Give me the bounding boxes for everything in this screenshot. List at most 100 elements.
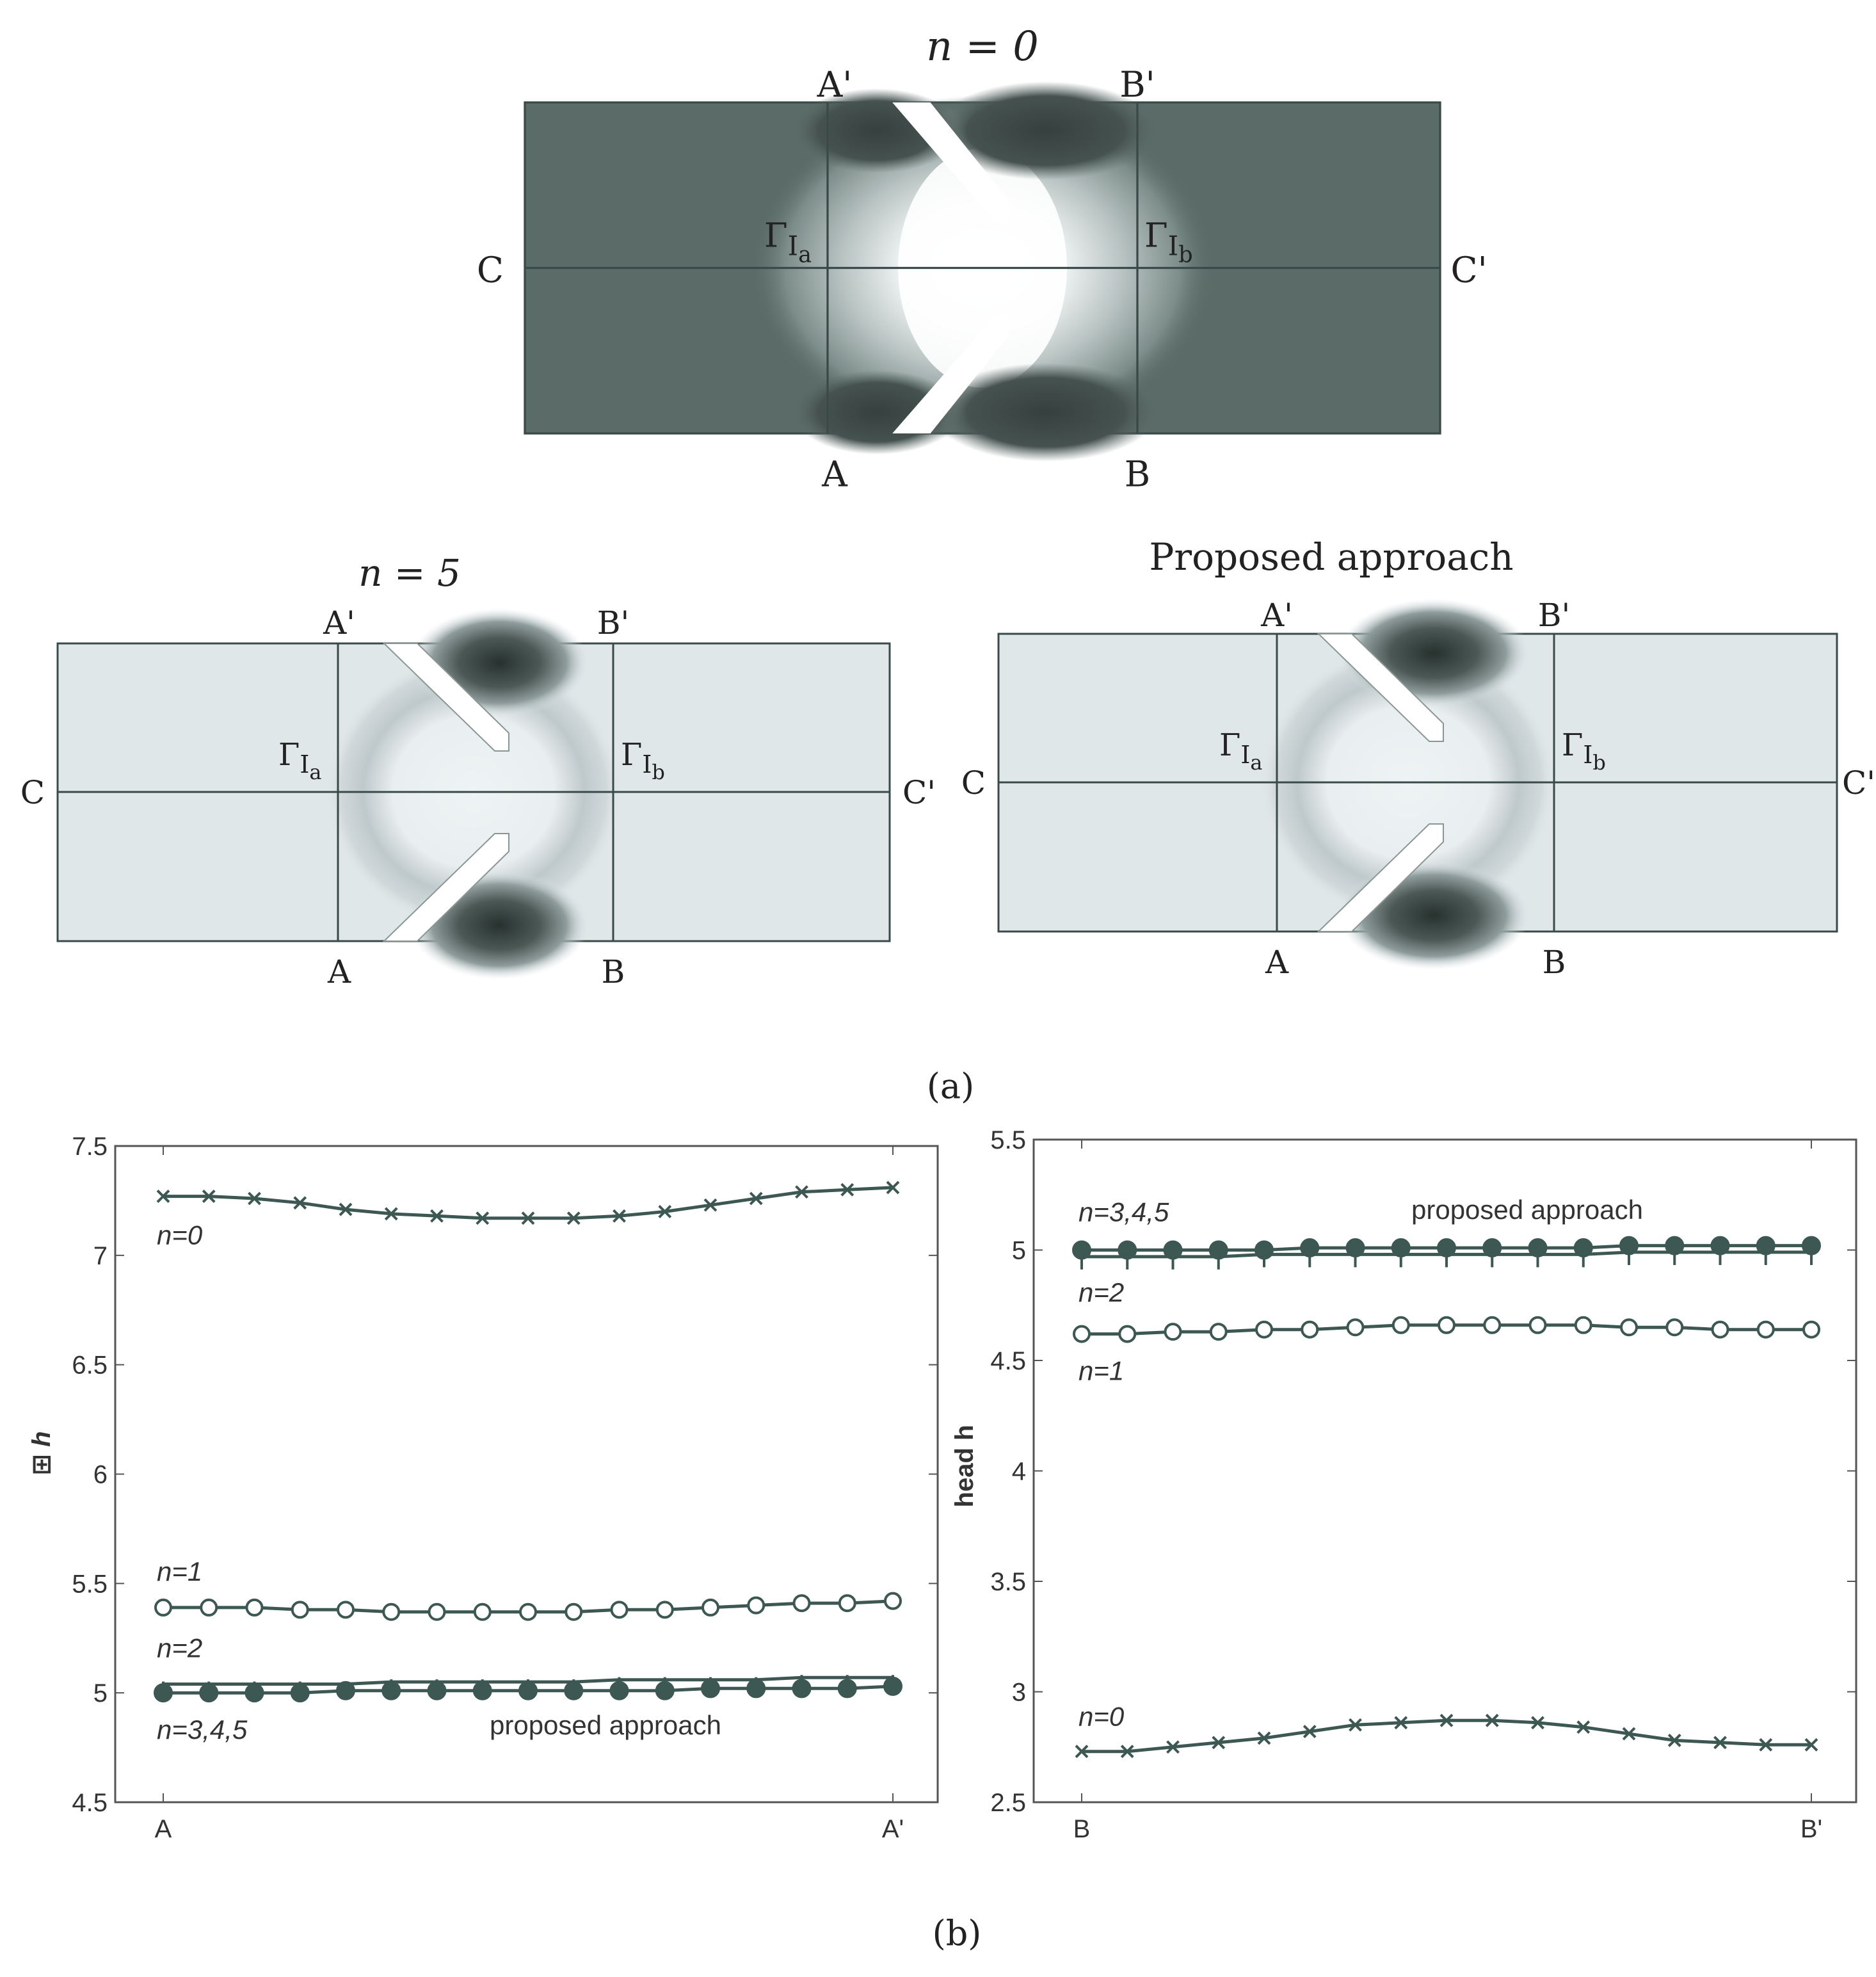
data-point (248, 1191, 261, 1206)
y-axis-label-text: h (28, 1431, 56, 1446)
gamma-a-sub: I (1240, 741, 1250, 769)
data-point (1257, 1731, 1271, 1745)
gamma-b-sub: I (642, 750, 652, 779)
series-annotation: n=3,4,5 (157, 1715, 248, 1745)
data-point (476, 1211, 490, 1225)
label-right: C' (1451, 250, 1487, 291)
contour-panel-n0: n = 0 A' B' A B C C' ΓIa ΓIb (477, 23, 1487, 495)
label-right: C' (1842, 764, 1875, 802)
data-point (1667, 1733, 1681, 1747)
data-point (245, 1683, 264, 1703)
y-tick-label: 6.5 (72, 1352, 108, 1380)
caption-b: (b) (933, 1913, 982, 1953)
data-point (1574, 1316, 1592, 1334)
gamma-a-sub: I (300, 750, 309, 779)
data-point (1711, 1320, 1729, 1339)
data-point (1303, 1725, 1317, 1739)
data-point (336, 1681, 355, 1700)
label-top-right: B' (597, 604, 630, 642)
contour-panel-n5: n = 5 A' B' A B C C' ΓIa ΓIb (20, 551, 936, 990)
gamma-a-symbol: Γ (278, 737, 300, 773)
x-tick-label: A (155, 1815, 172, 1843)
label-top-right: B' (1119, 64, 1155, 105)
data-point (1212, 1736, 1226, 1750)
gamma-b-label: ΓIb (1144, 216, 1193, 268)
data-point (521, 1211, 535, 1225)
data-point (291, 1601, 309, 1619)
caption-a: (a) (927, 1066, 974, 1106)
gamma-a-symbol: Γ (1219, 727, 1240, 763)
series-annotation: n=0 (1078, 1702, 1125, 1732)
data-point (746, 1679, 766, 1699)
series-annotation: n=1 (1078, 1356, 1124, 1386)
data-point (245, 1598, 264, 1617)
data-point (1576, 1720, 1591, 1734)
data-point (1209, 1323, 1228, 1341)
y-tick-label: 4 (1012, 1458, 1026, 1486)
label-top-right: B' (1538, 597, 1571, 634)
data-point (1756, 1320, 1775, 1339)
data-point (564, 1681, 584, 1700)
series-annotation: proposed approach (1411, 1195, 1643, 1225)
label-bottom-left: A (327, 953, 351, 990)
data-point (154, 1598, 172, 1617)
data-point (658, 1205, 672, 1218)
data-point (747, 1596, 766, 1615)
panel-title: n = 0 (926, 23, 1039, 70)
gamma-a-subsub: a (798, 242, 812, 268)
y-tick-label: 7 (93, 1242, 108, 1270)
data-point (566, 1211, 581, 1225)
data-point (1438, 1316, 1455, 1334)
data-point (1120, 1745, 1134, 1759)
gamma-a-label: ΓIa (764, 216, 812, 268)
data-point (1346, 1318, 1365, 1337)
y-axis-label: head h (950, 1425, 979, 1508)
label-left: C (477, 250, 504, 291)
data-point (610, 1601, 629, 1619)
gamma-a-subsub: a (1250, 750, 1262, 775)
gamma-a-label: ΓIa (1219, 727, 1262, 775)
series-annotation: n=2 (157, 1633, 202, 1663)
data-point (840, 1182, 854, 1197)
data-point (1665, 1318, 1684, 1337)
contour-shadow-top-right (933, 81, 1158, 180)
label-left: C (20, 774, 45, 811)
contour-shadow-bottom-right (933, 363, 1158, 462)
gamma-b-sub: I (1583, 741, 1592, 769)
data-point (156, 1190, 170, 1203)
y-tick-label: 6 (93, 1461, 108, 1489)
data-point (609, 1681, 629, 1700)
y-tick-label: 5 (93, 1679, 108, 1707)
data-point (792, 1594, 811, 1613)
data-point (1759, 1738, 1773, 1752)
data-point (199, 1683, 219, 1703)
data-point (703, 1198, 718, 1212)
data-point (1073, 1325, 1091, 1343)
data-point (518, 1681, 538, 1700)
y-tick-label: 7.5 (72, 1133, 108, 1161)
x-tick-label: B (1073, 1815, 1091, 1843)
label-right: C' (902, 774, 936, 811)
data-point (1118, 1325, 1137, 1343)
data-point (290, 1683, 310, 1703)
gamma-b-symbol: Γ (621, 737, 642, 773)
sheet-pile-top (382, 643, 509, 752)
data-point (1483, 1316, 1502, 1334)
data-point (565, 1602, 583, 1621)
label-bottom-left: A (1265, 944, 1289, 981)
data-point (1166, 1740, 1180, 1754)
data-point (837, 1679, 857, 1699)
data-point (381, 1681, 401, 1700)
data-point (795, 1185, 808, 1199)
data-point (613, 1209, 626, 1223)
data-point (1802, 1320, 1820, 1339)
x-tick-label: B' (1800, 1815, 1822, 1843)
data-point (838, 1594, 856, 1613)
data-point (154, 1683, 173, 1703)
series-line (1082, 1718, 1811, 1754)
y-axis-label: ⊞ h (28, 1431, 56, 1475)
series-annotation: proposed approach (490, 1710, 721, 1740)
data-point (382, 1602, 401, 1621)
data-point (655, 1601, 674, 1619)
data-point (428, 1602, 446, 1621)
